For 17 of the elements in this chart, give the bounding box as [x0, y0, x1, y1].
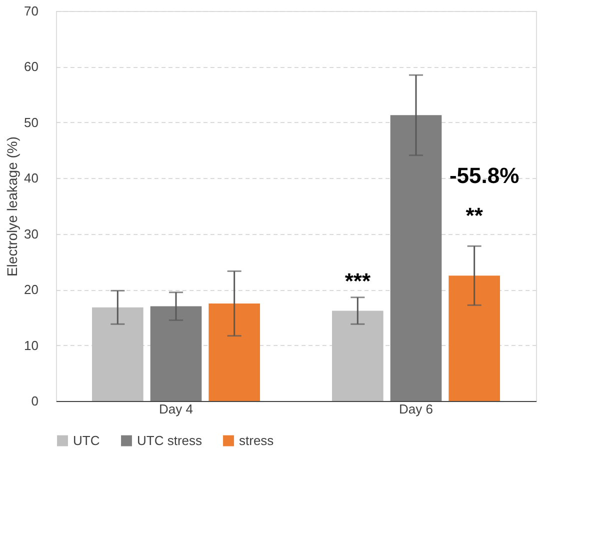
- y-tick-label: 10: [24, 338, 38, 353]
- annotation: ***: [344, 268, 371, 294]
- legend-label: stress: [239, 432, 274, 448]
- y-tick-label: 70: [24, 4, 38, 18]
- y-tick-label: 40: [24, 170, 38, 186]
- y-tick-label: 50: [24, 114, 38, 130]
- y-tick-label: 60: [24, 59, 38, 74]
- y-tick-label: 0: [31, 394, 38, 408]
- y-tick-label: 30: [24, 226, 38, 242]
- annotation: -55.8%: [449, 163, 520, 188]
- x-tick-label: Day 4: [159, 402, 193, 416]
- legend-label: UTC stress: [137, 432, 202, 448]
- x-tick-label: Day 6: [399, 402, 433, 416]
- y-tick-label: 20: [24, 282, 38, 298]
- y-axis-title: Electrolye leakage (%): [4, 136, 20, 277]
- legend-label: UTC: [73, 432, 100, 448]
- annotation: **: [466, 203, 484, 228]
